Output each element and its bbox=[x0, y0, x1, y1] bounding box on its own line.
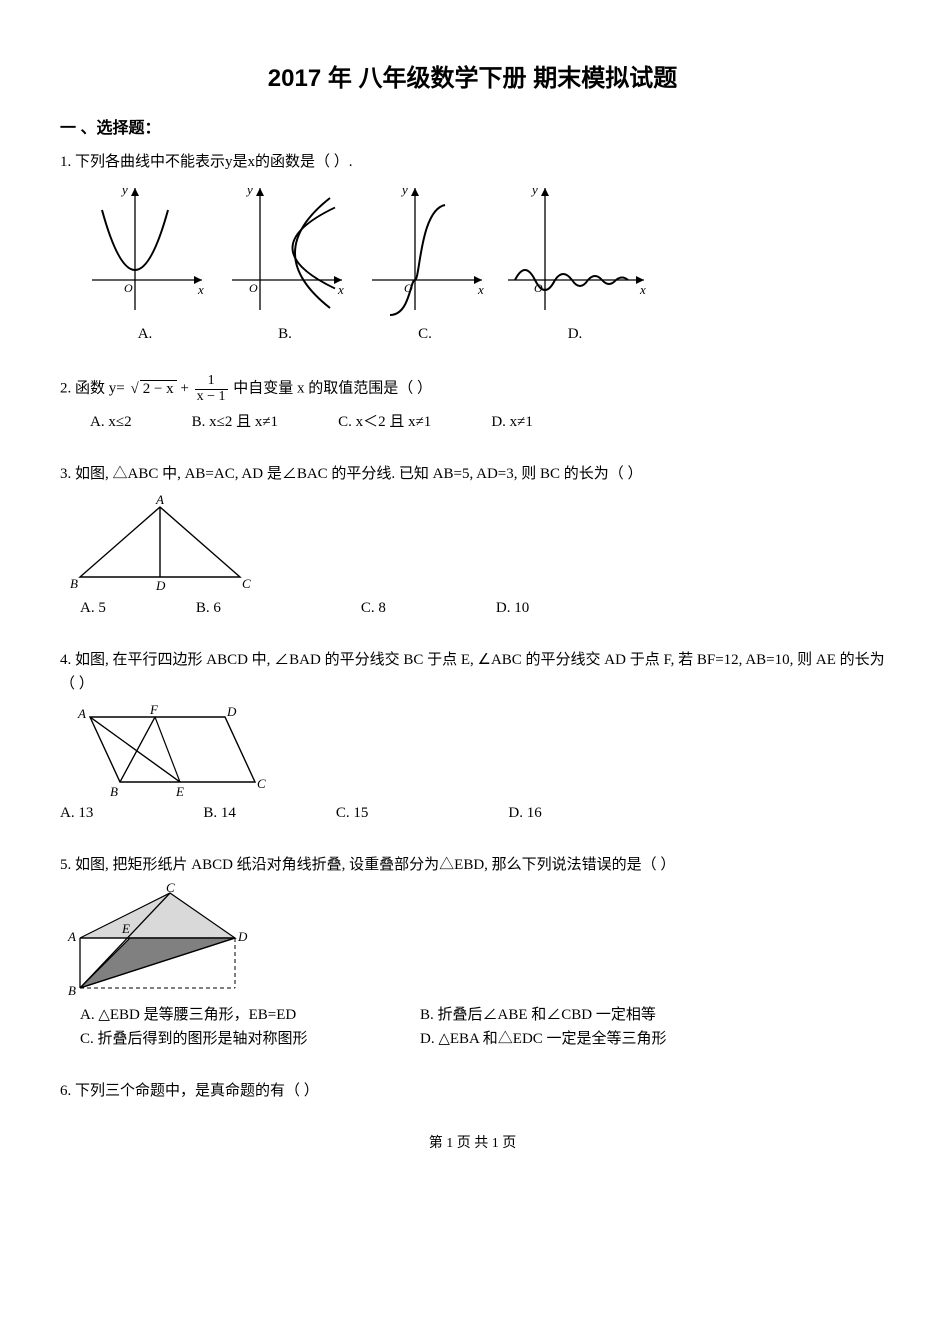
q1-fig-d: x y O D. bbox=[500, 180, 650, 346]
q2-frac-den: x − 1 bbox=[195, 390, 228, 405]
q6-text: 6. 下列三个命题中，是真命题的有（ ） bbox=[60, 1079, 885, 1103]
q5-stem: 如图, 把矩形纸片 ABCD 纸沿对角线折叠, 设重叠部分为△EBD, 那么下列… bbox=[75, 857, 675, 873]
svg-text:y: y bbox=[120, 182, 128, 197]
q1-fig-b: x y O B. bbox=[220, 180, 350, 346]
svg-text:E: E bbox=[121, 921, 130, 936]
q1-figures: x y O A. x y O bbox=[80, 180, 885, 346]
q3-opt-a: A. 5 bbox=[80, 596, 106, 620]
q4-opt-c: C. 15 bbox=[336, 801, 369, 825]
q2-prefix: 函数 y= bbox=[75, 381, 125, 397]
page-footer: 第 1 页 共 1 页 bbox=[60, 1133, 885, 1155]
q4-options: A. 13 B. 14 C. 15 D. 16 bbox=[60, 801, 885, 825]
svg-text:x: x bbox=[337, 282, 344, 297]
q1-graph-c: x y O bbox=[360, 180, 490, 320]
q1-graph-b: x y O bbox=[220, 180, 350, 320]
q2-number: 2. bbox=[60, 381, 71, 397]
q3-opt-d: D. 10 bbox=[496, 596, 529, 620]
q4-figure: A F D B E C bbox=[60, 702, 885, 797]
q2-fraction: 1 x − 1 bbox=[195, 374, 228, 404]
q5-figure: A E C D B bbox=[60, 883, 885, 1003]
q6-stem: 下列三个命题中，是真命题的有（ ） bbox=[75, 1083, 319, 1099]
question-5: 5. 如图, 把矩形纸片 ABCD 纸沿对角线折叠, 设重叠部分为△EBD, 那… bbox=[60, 853, 885, 1051]
svg-text:C: C bbox=[257, 776, 266, 791]
section-heading: 一 、选择题： bbox=[60, 116, 885, 142]
svg-text:F: F bbox=[149, 702, 159, 717]
q2-text: 2. 函数 y= √2 − x + 1 x − 1 中自变量 x 的取值范围是（… bbox=[60, 374, 885, 404]
question-2: 2. 函数 y= √2 − x + 1 x − 1 中自变量 x 的取值范围是（… bbox=[60, 374, 885, 434]
svg-text:x: x bbox=[197, 282, 204, 297]
q1-number: 1. bbox=[60, 154, 71, 170]
svg-text:D: D bbox=[226, 704, 237, 719]
q3-number: 3. bbox=[60, 466, 71, 482]
q3-figure: A B D C bbox=[60, 492, 885, 592]
svg-text:y: y bbox=[530, 182, 538, 197]
svg-text:D: D bbox=[237, 929, 248, 944]
q3-stem: 如图, △ABC 中, AB=AC, AD 是∠BAC 的平分线. 已知 AB=… bbox=[75, 466, 643, 482]
svg-text:A: A bbox=[67, 929, 76, 944]
q4-opt-d: D. 16 bbox=[508, 801, 541, 825]
q2-opt-d: D. x≠1 bbox=[491, 410, 533, 434]
svg-text:x: x bbox=[477, 282, 484, 297]
q1-graph-d: x y O bbox=[500, 180, 650, 320]
q3-text: 3. 如图, △ABC 中, AB=AC, AD 是∠BAC 的平分线. 已知 … bbox=[60, 462, 885, 486]
q1-stem: 下列各曲线中不能表示y是x的函数是（ ）. bbox=[75, 154, 353, 170]
question-3: 3. 如图, △ABC 中, AB=AC, AD 是∠BAC 的平分线. 已知 … bbox=[60, 462, 885, 620]
svg-text:C: C bbox=[242, 576, 251, 591]
q5-opt-d: D. △EBA 和△EDC 一定是全等三角形 bbox=[420, 1027, 667, 1051]
q3-opt-b: B. 6 bbox=[196, 596, 221, 620]
svg-text:E: E bbox=[175, 784, 184, 797]
q2-radicand: 2 − x bbox=[140, 380, 177, 397]
q1-label-b: B. bbox=[220, 322, 350, 346]
q2-opt-a: A. x≤2 bbox=[90, 410, 132, 434]
q2-suffix: 中自变量 x 的取值范围是（ ） bbox=[233, 381, 432, 397]
q1-label-a: A. bbox=[80, 322, 210, 346]
q3-options: A. 5 B. 6 C. 8 D. 10 bbox=[80, 596, 885, 620]
q4-opt-b: B. 14 bbox=[203, 801, 236, 825]
q5-number: 5. bbox=[60, 857, 71, 873]
q5-opt-a: A. △EBD 是等腰三角形，EB=ED bbox=[80, 1003, 420, 1027]
q4-opt-a: A. 13 bbox=[60, 801, 93, 825]
q2-opt-c: C. x＜2 且 x≠1 bbox=[338, 410, 431, 434]
q1-text: 1. 下列各曲线中不能表示y是x的函数是（ ）. bbox=[60, 150, 885, 174]
svg-text:C: C bbox=[166, 883, 175, 895]
q5-opt-c: C. 折叠后得到的图形是轴对称图形 bbox=[80, 1027, 420, 1051]
question-6: 6. 下列三个命题中，是真命题的有（ ） bbox=[60, 1079, 885, 1103]
q2-options: A. x≤2 B. x≤2 且 x≠1 C. x＜2 且 x≠1 D. x≠1 bbox=[90, 410, 885, 434]
q4-number: 4. bbox=[60, 652, 71, 668]
q1-graph-a: x y O bbox=[80, 180, 210, 320]
q2-frac-num: 1 bbox=[195, 374, 228, 390]
svg-text:B: B bbox=[70, 576, 78, 591]
q2-sqrt: √2 − x bbox=[128, 377, 176, 401]
q1-label-d: D. bbox=[500, 322, 650, 346]
svg-text:y: y bbox=[400, 182, 408, 197]
question-1: 1. 下列各曲线中不能表示y是x的函数是（ ）. x y O A. bbox=[60, 150, 885, 346]
q5-text: 5. 如图, 把矩形纸片 ABCD 纸沿对角线折叠, 设重叠部分为△EBD, 那… bbox=[60, 853, 885, 877]
svg-text:A: A bbox=[155, 492, 164, 507]
q6-number: 6. bbox=[60, 1083, 71, 1099]
q2-opt-b: B. x≤2 且 x≠1 bbox=[192, 410, 278, 434]
svg-text:O: O bbox=[249, 281, 258, 295]
q1-label-c: C. bbox=[360, 322, 490, 346]
svg-text:y: y bbox=[245, 182, 253, 197]
q2-plus: + bbox=[180, 381, 188, 397]
svg-text:B: B bbox=[68, 983, 76, 998]
svg-text:D: D bbox=[155, 578, 166, 592]
q5-opt-b: B. 折叠后∠ABE 和∠CBD 一定相等 bbox=[420, 1003, 656, 1027]
q5-options: A. △EBD 是等腰三角形，EB=ED B. 折叠后∠ABE 和∠CBD 一定… bbox=[80, 1003, 885, 1051]
q4-text: 4. 如图, 在平行四边形 ABCD 中, ∠BAD 的平分线交 BC 于点 E… bbox=[60, 648, 885, 696]
svg-text:O: O bbox=[124, 281, 133, 295]
page-title: 2017 年 八年级数学下册 期末模拟试题 bbox=[60, 60, 885, 98]
q3-opt-c: C. 8 bbox=[361, 596, 386, 620]
svg-text:A: A bbox=[77, 706, 86, 721]
svg-text:x: x bbox=[639, 282, 646, 297]
q1-fig-c: x y O C. bbox=[360, 180, 490, 346]
q4-stem: 如图, 在平行四边形 ABCD 中, ∠BAD 的平分线交 BC 于点 E, ∠… bbox=[60, 652, 885, 692]
question-4: 4. 如图, 在平行四边形 ABCD 中, ∠BAD 的平分线交 BC 于点 E… bbox=[60, 648, 885, 825]
svg-text:B: B bbox=[110, 784, 118, 797]
q1-fig-a: x y O A. bbox=[80, 180, 210, 346]
